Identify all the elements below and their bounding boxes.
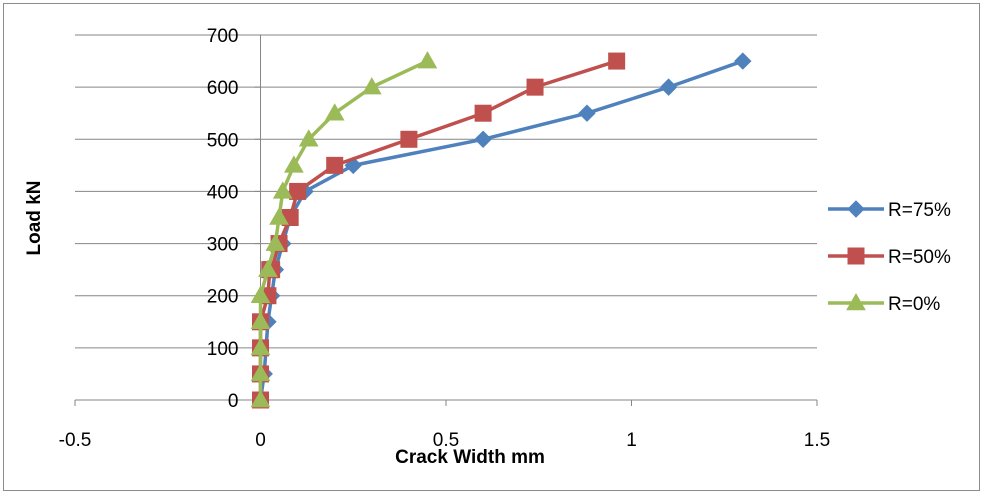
y-tick-label: 0 [228, 391, 239, 412]
legend-marker [846, 292, 866, 311]
legend-label: R=0% [888, 294, 940, 315]
data-point [289, 182, 307, 200]
y-axis-title: Load kN [24, 181, 45, 256]
y-tick-label: 300 [207, 235, 239, 256]
data-point [474, 130, 492, 148]
data-point [326, 156, 344, 174]
data-point [361, 77, 382, 95]
x-tick-label: 1.5 [804, 430, 830, 451]
x-tick-label: 1 [626, 430, 637, 451]
data-point [258, 259, 278, 277]
data-point [250, 311, 271, 330]
legend-label: R=50% [888, 247, 951, 268]
data-point [269, 207, 289, 225]
legend-item: R=50% [828, 247, 951, 268]
data-point [324, 103, 345, 121]
data-point [659, 78, 678, 96]
y-tick-label: 500 [207, 130, 239, 151]
data-point [734, 52, 752, 70]
chart-frame [3, 3, 980, 491]
legend-item: R=0% [828, 292, 940, 315]
x-tick-label: 0.5 [433, 430, 459, 451]
data-point [250, 337, 271, 356]
y-tick-label: 200 [207, 287, 239, 308]
x-tick-label: 0 [255, 430, 266, 451]
y-tick-label: 600 [207, 78, 239, 99]
data-point [250, 389, 271, 408]
data-point [284, 155, 304, 173]
y-tick-label: 700 [207, 26, 239, 47]
series-line [258, 59, 618, 400]
data-point [250, 285, 271, 303]
legend: R=75% R=50% R=0% [828, 200, 951, 315]
grid-lines [75, 34, 817, 349]
data-point [608, 52, 626, 70]
data-point [400, 130, 418, 148]
y-tick-label: 100 [207, 339, 239, 360]
series-layer [250, 51, 752, 409]
data-point [417, 51, 438, 69]
data-point [474, 104, 492, 122]
x-tick-label: -0.5 [59, 430, 92, 451]
data-point [272, 181, 293, 199]
series-1 [251, 52, 752, 409]
data-point [578, 104, 596, 122]
data-point [298, 129, 319, 147]
data-point [526, 78, 544, 96]
y-tick-label: 400 [207, 182, 239, 203]
series-3 [250, 51, 438, 408]
axes [74, 34, 818, 406]
tick-labels: 0 100 200 300 400 500 600 700 -0.5 0 0.5 1 1.5 [59, 26, 831, 451]
series-2 [252, 52, 626, 409]
x-axis-title: Crack Width mm [395, 447, 545, 468]
legend-label: R=75% [888, 200, 951, 221]
data-point [250, 363, 271, 382]
legend-item: R=75% [828, 200, 951, 221]
legend-marker [847, 247, 865, 265]
legend-marker [847, 200, 865, 218]
data-point [265, 233, 286, 251]
